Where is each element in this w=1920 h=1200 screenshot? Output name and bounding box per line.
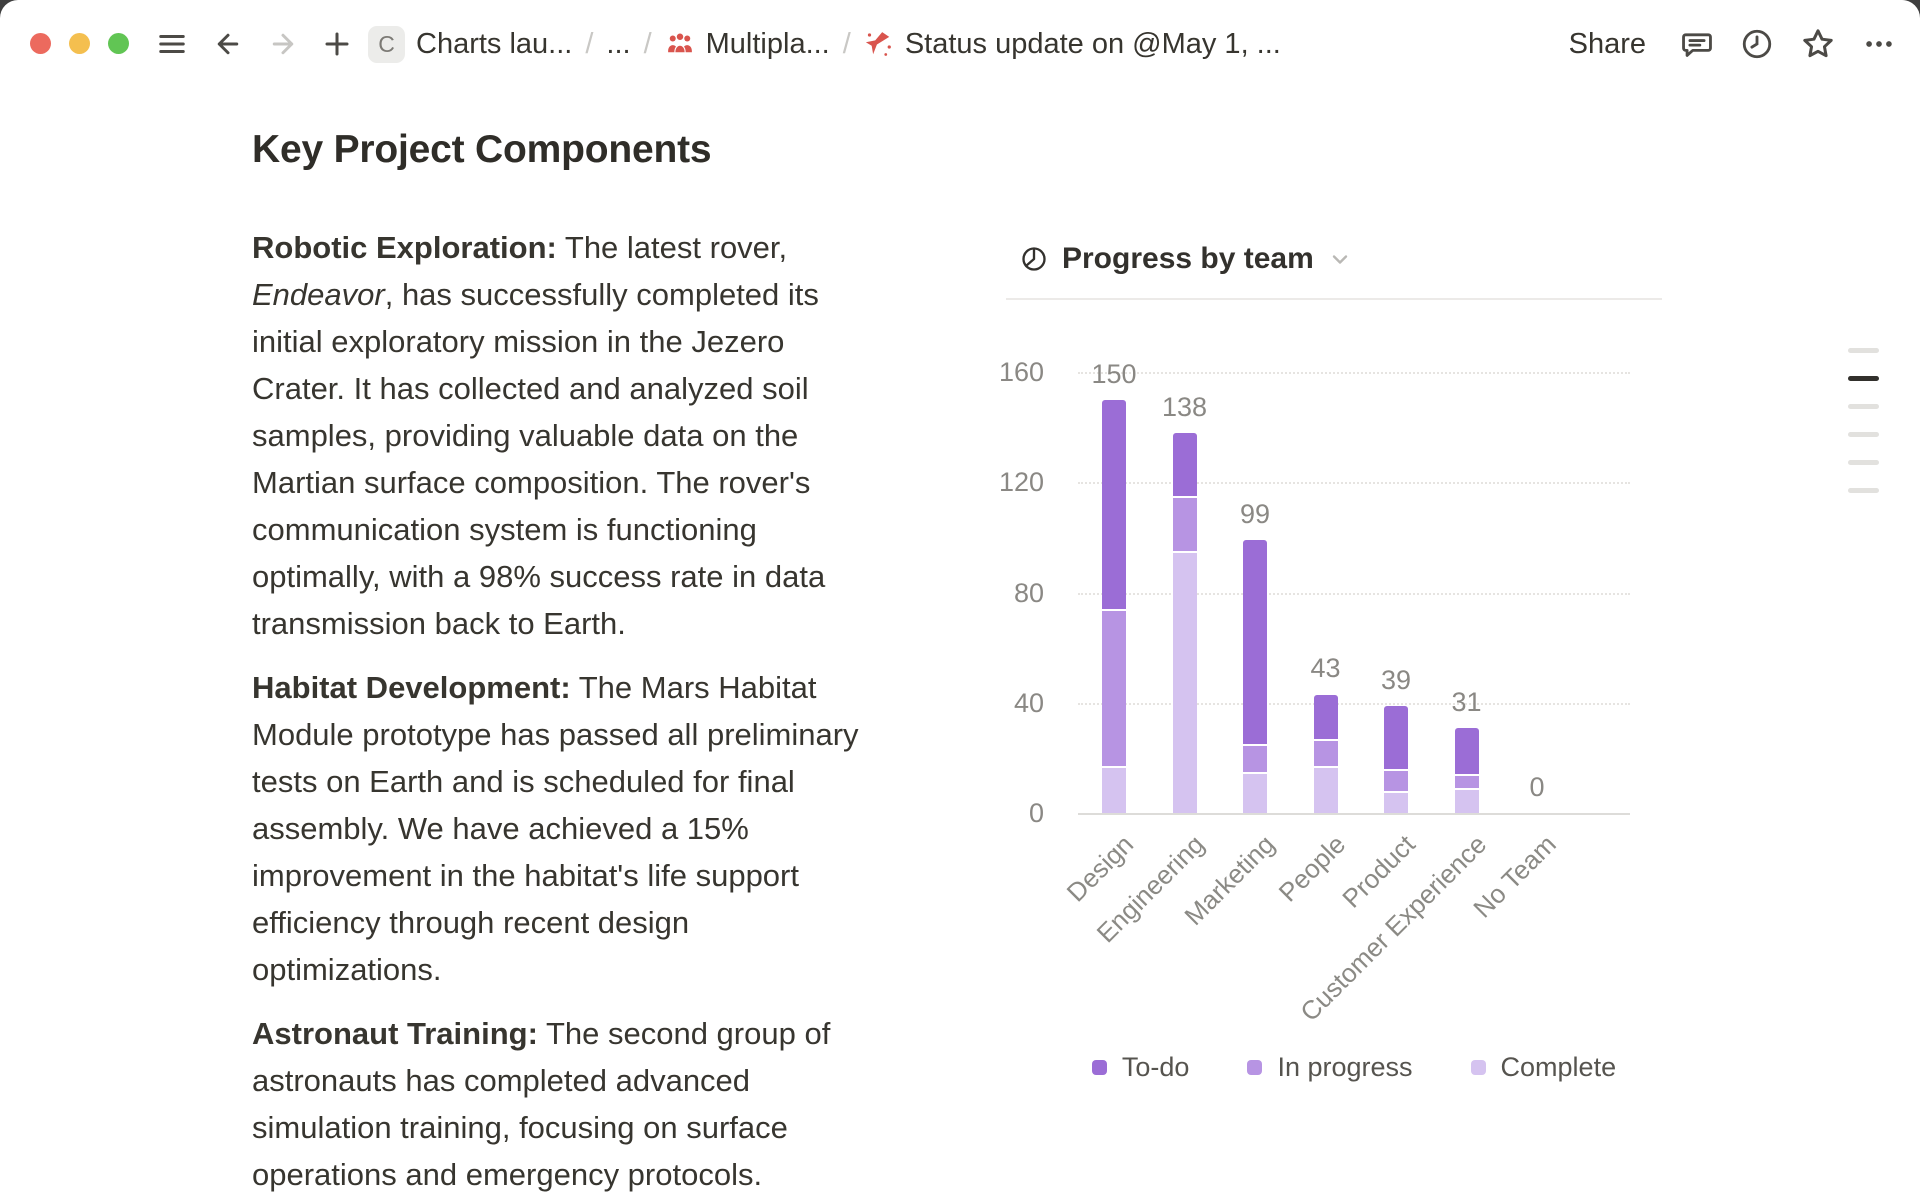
- gridline: [1078, 372, 1630, 374]
- bar-segment-in-progress[interactable]: [1172, 496, 1197, 552]
- legend-swatch: [1091, 1060, 1107, 1075]
- breadcrumb-item-charts[interactable]: C Charts lau...: [368, 25, 573, 63]
- outline-mark[interactable]: [1848, 432, 1879, 437]
- bar-segment-complete[interactable]: [1384, 790, 1408, 813]
- chart-legend: To-do In progress Complete: [1078, 1052, 1630, 1083]
- y-axis-tick-label: 160: [998, 357, 1044, 387]
- outline-indicator: [1848, 348, 1880, 516]
- breadcrumb-separator: /: [585, 27, 594, 60]
- breadcrumb-separator: /: [842, 27, 851, 60]
- traffic-light-close[interactable]: [30, 33, 51, 54]
- toolbar-actions: Share: [1561, 22, 1896, 66]
- legend-item-to-do[interactable]: To-do: [1091, 1052, 1190, 1083]
- comments-icon[interactable]: [1680, 27, 1714, 61]
- y-axis-tick-label: 120: [998, 467, 1044, 498]
- bar-segment-complete[interactable]: [1102, 766, 1126, 813]
- bar-segment-to-do[interactable]: [1243, 540, 1267, 745]
- bar-people[interactable]: [1313, 694, 1338, 813]
- bar-segment-to-do[interactable]: [1384, 705, 1408, 769]
- share-button[interactable]: Share: [1568, 27, 1646, 60]
- bar-segment-to-do[interactable]: [1454, 727, 1479, 775]
- pie-chart-icon: [1020, 245, 1048, 273]
- stacked-bar-chart: 160 120 80 40 0 150 Design 138 Engineering 99 Mark…: [999, 357, 1630, 1027]
- bar-value-label: 138: [1161, 391, 1208, 422]
- airplane-icon: [864, 29, 894, 59]
- bar-value-label: 0: [1529, 772, 1545, 802]
- outline-mark[interactable]: [1848, 488, 1879, 493]
- bar-segment-in-progress[interactable]: [1243, 744, 1267, 772]
- legend-item-complete[interactable]: Complete: [1470, 1052, 1617, 1083]
- chevron-down-icon: [1328, 247, 1352, 271]
- chart-view-selector[interactable]: Progress by team: [1020, 240, 1352, 278]
- bar-segment-in-progress[interactable]: [1384, 768, 1408, 791]
- sidebar-toggle-icon[interactable]: [154, 26, 190, 62]
- favorite-star-icon[interactable]: [1800, 26, 1836, 62]
- y-axis-tick-label: 80: [1013, 577, 1044, 608]
- legend-swatch: [1470, 1060, 1486, 1075]
- chart-title: Progress by team: [1062, 242, 1314, 275]
- paragraph[interactable]: Habitat Development: The Mars Habitat Mo…: [252, 670, 859, 987]
- forward-icon[interactable]: [265, 26, 301, 62]
- bar-segment-complete[interactable]: [1243, 771, 1267, 813]
- legend-label: Complete: [1500, 1052, 1617, 1082]
- legend-item-in-progress[interactable]: In progress: [1247, 1052, 1413, 1083]
- breadcrumb-label: Status update on @May 1, ...: [904, 27, 1281, 60]
- gridline: [1078, 702, 1630, 705]
- history-icon[interactable]: [1740, 27, 1774, 61]
- breadcrumb-label: Charts lau...: [416, 27, 573, 60]
- more-options-icon[interactable]: [1862, 27, 1896, 61]
- bar-value-label: 43: [1310, 653, 1341, 684]
- breadcrumb-item-multiplayer[interactable]: Multipla...: [665, 28, 830, 61]
- x-axis-line: [1078, 813, 1630, 815]
- bar-value-label: 39: [1380, 664, 1412, 695]
- bar-segment-to-do[interactable]: [1172, 432, 1197, 497]
- page-title: Key Project Components: [252, 128, 712, 171]
- bar-customer-experience[interactable]: [1454, 727, 1479, 813]
- back-icon[interactable]: [210, 26, 246, 62]
- legend-swatch: [1247, 1060, 1263, 1075]
- gridline: [1078, 482, 1630, 485]
- legend-label: To-do: [1121, 1052, 1190, 1082]
- bar-segment-in-progress[interactable]: [1102, 609, 1126, 767]
- legend-label: In progress: [1277, 1052, 1413, 1082]
- breadcrumb-item-collapsed[interactable]: ...: [606, 28, 630, 61]
- traffic-light-minimize[interactable]: [69, 33, 90, 54]
- people-icon: [665, 29, 695, 59]
- gridline: [1078, 592, 1630, 595]
- traffic-light-zoom[interactable]: [108, 33, 129, 54]
- paragraph[interactable]: Robotic Exploration: The latest rover, E…: [252, 230, 826, 641]
- breadcrumb-item-status-update[interactable]: Status update on @May 1, ...: [864, 28, 1281, 61]
- page-chip-c: C: [368, 25, 405, 63]
- outline-mark[interactable]: [1848, 376, 1879, 381]
- breadcrumb: C Charts lau... / ... / Multipla... /: [368, 22, 1281, 66]
- breadcrumb-separator: /: [643, 27, 652, 60]
- new-page-icon[interactable]: [319, 26, 355, 62]
- y-axis-tick-label: 40: [1013, 687, 1044, 718]
- bar-engineering[interactable]: [1172, 432, 1197, 813]
- bar-segment-in-progress[interactable]: [1454, 774, 1479, 789]
- bar-segment-in-progress[interactable]: [1313, 738, 1338, 767]
- y-axis-tick-label: 0: [1028, 798, 1044, 828]
- bar-value-label: 31: [1451, 686, 1482, 717]
- breadcrumb-label: ...: [606, 27, 631, 60]
- bar-value-label: 99: [1239, 499, 1271, 530]
- bar-segment-to-do[interactable]: [1313, 694, 1338, 739]
- breadcrumb-label: Multipla...: [705, 27, 830, 60]
- paragraph[interactable]: Astronaut Training: The second group of …: [252, 1016, 831, 1192]
- bar-marketing[interactable]: [1243, 540, 1267, 813]
- outline-mark[interactable]: [1848, 348, 1879, 353]
- bar-segment-complete[interactable]: [1313, 766, 1338, 813]
- document-body: Robotic Exploration: The latest rover, E…: [252, 224, 942, 1200]
- bar-product[interactable]: [1384, 705, 1408, 813]
- chart-header-divider: [1006, 298, 1662, 300]
- bar-design[interactable]: [1102, 399, 1126, 813]
- bar-segment-to-do[interactable]: [1102, 399, 1126, 610]
- outline-mark[interactable]: [1848, 404, 1879, 409]
- bar-segment-complete[interactable]: [1172, 551, 1197, 813]
- outline-mark[interactable]: [1848, 460, 1879, 465]
- bar-segment-complete[interactable]: [1454, 788, 1479, 813]
- bar-value-label: 150: [1091, 358, 1137, 389]
